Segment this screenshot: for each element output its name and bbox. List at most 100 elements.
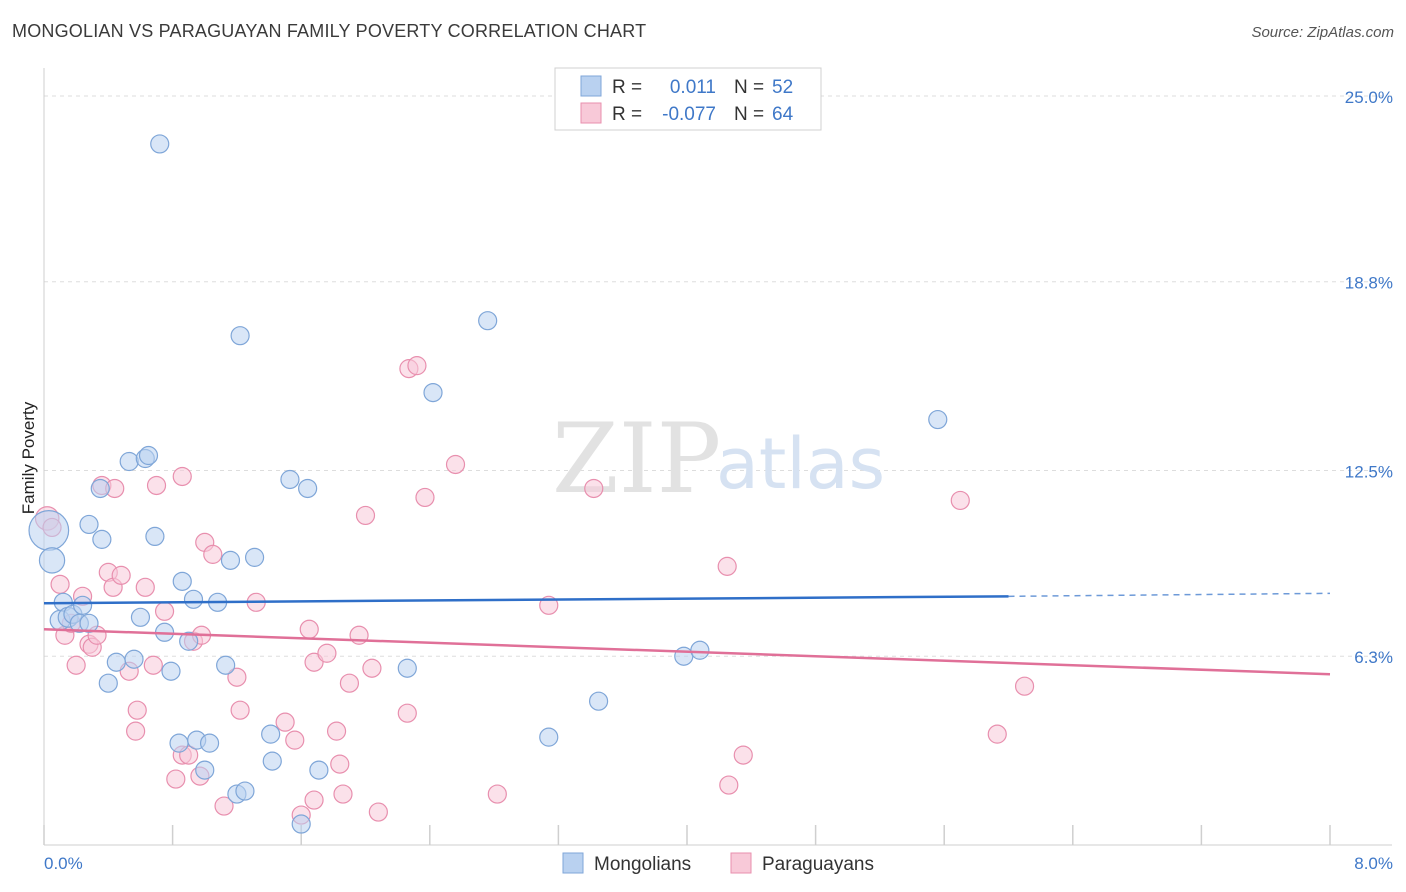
- y-tick-label-1: 18.8%: [1345, 274, 1393, 293]
- chart-title: MONGOLIAN VS PARAGUAYAN FAMILY POVERTY C…: [12, 21, 647, 41]
- y-tick-label-0: 25.0%: [1345, 88, 1393, 107]
- x-tick-label-0: 0.0%: [44, 854, 83, 873]
- trend-lines: [43, 592, 1331, 676]
- watermark: ZIP atlas: [552, 403, 885, 515]
- legend-swatch-mongolians: [580, 75, 602, 97]
- mongolians-point-42: [230, 326, 250, 346]
- mongolians-point-46: [539, 727, 559, 747]
- gridlines: [44, 95, 1392, 657]
- mongolians-point-23: [244, 547, 265, 567]
- mongolians-trend-line: [43, 595, 1009, 605]
- mongolians-point-13: [119, 451, 139, 472]
- paraguayans-point-57: [584, 478, 604, 499]
- mongolians-point-47: [588, 691, 609, 711]
- series-legend: Mongolians Paraguayans: [562, 852, 874, 875]
- mongolians-point-10: [90, 478, 110, 499]
- paraguayans-trend-line: [43, 628, 1331, 676]
- mongolians-point-9: [72, 595, 93, 615]
- mongolians-point-49: [690, 640, 710, 660]
- mongolians-point-48: [674, 646, 694, 666]
- mongolians-point-44: [478, 311, 498, 331]
- y-axis-title: Family Poverty: [19, 401, 38, 514]
- paraguayans-point-39: [299, 619, 319, 639]
- mongolians-point-15: [138, 445, 159, 466]
- bottom-legend-label-mongolians: Mongolians: [594, 854, 691, 875]
- paraguayans-point-16: [135, 577, 155, 597]
- mongolians-point-22: [220, 550, 241, 570]
- mongolians-point-45: [397, 658, 417, 678]
- mongolians-point-30: [169, 733, 189, 753]
- mongolians-point-35: [235, 781, 255, 801]
- mongolians-point-37: [262, 751, 282, 771]
- paraguayans-point-25: [127, 700, 147, 720]
- mongolians-point-0: [150, 134, 170, 154]
- paraguayans-point-43: [330, 754, 350, 774]
- mongolians-point-19: [172, 571, 192, 591]
- mongolians-point-27: [161, 661, 181, 681]
- legend-swatch-paraguayans: [580, 102, 602, 124]
- mongolians-point-2: [38, 547, 66, 574]
- paraguayans-point-55: [487, 784, 507, 804]
- mongolians-point-33: [195, 760, 215, 780]
- paraguayans-point-59: [719, 775, 739, 795]
- mongolians-point-11: [92, 529, 112, 549]
- paraguayans-points: [34, 356, 1035, 825]
- paraguayans-point-41: [317, 643, 337, 663]
- mongolians-point-28: [216, 655, 236, 675]
- legend-r-value-mongolians: 0.011: [670, 77, 716, 98]
- paraguayans-point-49: [368, 802, 388, 822]
- paraguayans-point-18: [146, 475, 167, 496]
- mongolians-point-26: [124, 649, 144, 669]
- legend-n-value-paraguayans: 64: [772, 104, 794, 125]
- correlation-legend: R = 0.011 N = 52 R = -0.077 N = 64: [554, 67, 822, 131]
- watermark-atlas-text: atlas: [716, 423, 885, 505]
- paraguayans-point-36: [285, 730, 305, 750]
- paraguayans-point-58: [717, 556, 737, 576]
- y-tick-label-3: 6.3%: [1354, 648, 1393, 667]
- bottom-legend-swatch-mongolians: [562, 852, 584, 874]
- paraguayans-point-38: [304, 790, 324, 810]
- mongolians-point-16: [145, 526, 165, 547]
- mongolians-point-29: [98, 673, 118, 693]
- paraguayans-point-35: [275, 712, 295, 732]
- y-tick-labels: 25.0% 18.8% 12.5% 6.3%: [1345, 88, 1393, 667]
- paraguayans-point-14: [111, 565, 131, 585]
- legend-n-label-paraguayans: N =: [734, 104, 764, 125]
- mongolians-point-41: [298, 478, 318, 499]
- paraguayans-point-47: [355, 505, 376, 526]
- paraguayans-point-53: [415, 487, 435, 508]
- x-tick-labels: 0.0% 8.0%: [44, 854, 1393, 873]
- paraguayans-point-20: [172, 466, 192, 487]
- legend-n-value-mongolians: 52: [772, 77, 793, 98]
- axes: [43, 68, 1392, 846]
- legend-r-value-paraguayans: -0.077: [662, 104, 716, 125]
- mongolians-point-32: [199, 733, 220, 753]
- mongolians-point-8: [79, 613, 99, 633]
- paraguayans-point-44: [333, 784, 353, 804]
- mongolians-point-12: [79, 514, 99, 535]
- bottom-legend-label-paraguayans: Paraguayans: [762, 854, 874, 875]
- paraguayans-point-48: [362, 658, 382, 678]
- paraguayans-point-52: [407, 356, 427, 376]
- mongolians-point-43: [423, 382, 443, 403]
- legend-n-label-mongolians: N =: [734, 77, 764, 98]
- paraguayans-point-24: [203, 544, 223, 564]
- paraguayans-point-60: [733, 745, 753, 765]
- paraguayans-point-32: [227, 667, 247, 687]
- mongolians-point-24: [179, 631, 199, 651]
- bottom-legend-swatch-paraguayans: [730, 852, 752, 874]
- watermark-zip-text: ZIP: [552, 403, 721, 515]
- mongolians-point-36: [261, 724, 281, 744]
- paraguayans-point-31: [214, 796, 234, 816]
- paraguayans-point-63: [1014, 676, 1035, 696]
- y-tick-label-2: 12.5%: [1345, 462, 1393, 481]
- mongolians-points: [28, 134, 948, 834]
- paraguayans-point-26: [126, 721, 146, 741]
- paraguayans-point-50: [397, 703, 417, 723]
- legend-r-label-mongolians: R =: [612, 77, 642, 98]
- mongolians-point-17: [130, 607, 151, 627]
- paraguayans-point-42: [326, 721, 347, 741]
- paraguayans-point-2: [50, 574, 70, 594]
- mongolians-point-38: [291, 814, 311, 834]
